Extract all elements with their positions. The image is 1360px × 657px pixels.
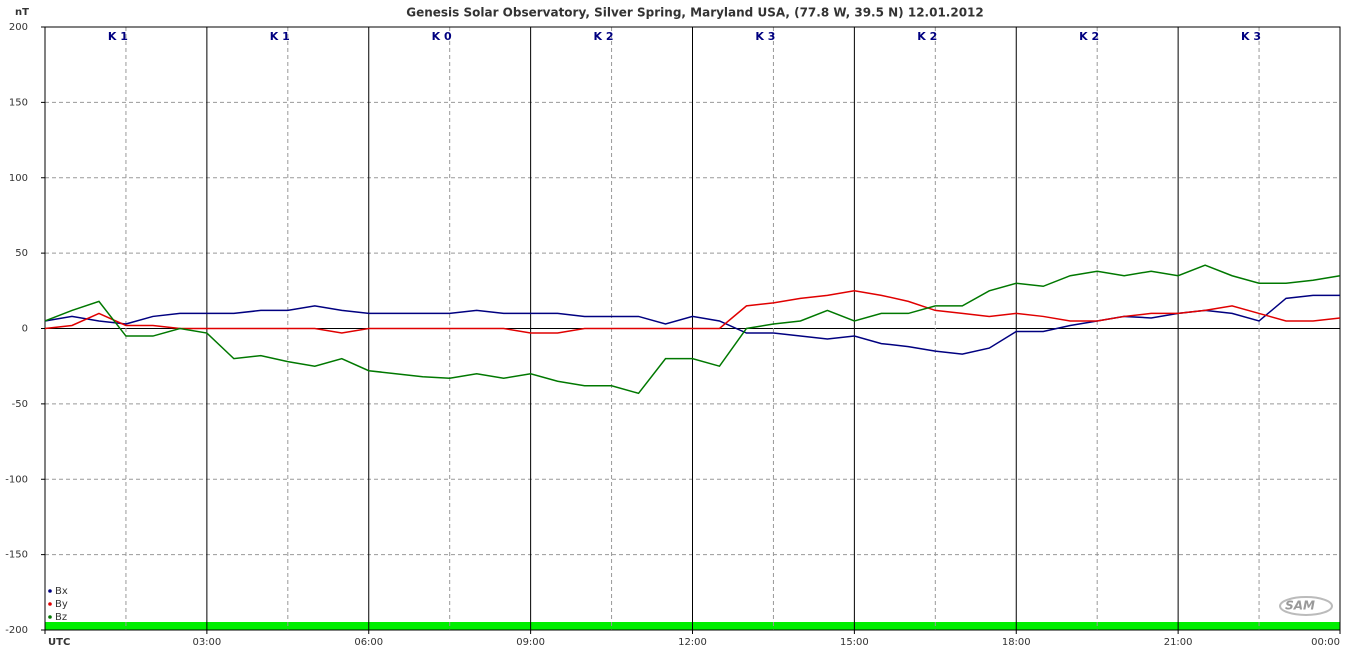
chart-title: Genesis Solar Observatory, Silver Spring… xyxy=(406,6,984,20)
k-index-label: K 3 xyxy=(755,30,775,43)
x-tick-label: 21:00 xyxy=(1164,637,1193,648)
y-tick-label: 100 xyxy=(9,173,28,184)
legend-label: Bx xyxy=(55,586,68,597)
legend-marker xyxy=(48,589,52,593)
k-index-label: K 3 xyxy=(1241,30,1261,43)
y-tick-label: -200 xyxy=(5,625,28,636)
x-tick-label: 00:00 xyxy=(1311,637,1340,648)
legend-marker xyxy=(48,602,52,606)
x-tick-label: 12:00 xyxy=(678,637,707,648)
y-tick-label: 200 xyxy=(9,22,28,33)
k-index-label: K 1 xyxy=(270,30,290,43)
logo: SAM xyxy=(1285,599,1315,613)
x-tick-label: 15:00 xyxy=(840,637,869,648)
y-tick-label: -100 xyxy=(5,474,28,485)
data-line xyxy=(44,264,1341,395)
x-tick-label: 09:00 xyxy=(516,637,545,648)
x-tick-label: 03:00 xyxy=(192,637,221,648)
y-tick-label: -150 xyxy=(5,550,28,561)
data-line xyxy=(44,290,1341,334)
y-tick-label: -50 xyxy=(12,399,28,410)
legend-label: By xyxy=(55,599,68,610)
y-tick-label: 150 xyxy=(9,97,28,108)
logo-swoosh xyxy=(1279,596,1333,616)
legend-marker xyxy=(48,615,52,619)
y-tick-label: 0 xyxy=(22,324,28,335)
k-index-label: K 1 xyxy=(108,30,128,43)
x-tick-label: 06:00 xyxy=(354,637,383,648)
y-axis-label: nT xyxy=(15,7,29,18)
k-index-label: K 0 xyxy=(432,30,452,43)
k-index-label: K 2 xyxy=(1079,30,1099,43)
x-tick-label: 18:00 xyxy=(1002,637,1031,648)
x-tick-label: UTC xyxy=(48,637,70,648)
y-tick-label: 50 xyxy=(15,248,28,259)
k-index-label: K 2 xyxy=(594,30,614,43)
legend-label: Bz xyxy=(55,612,67,623)
k-index-label: K 2 xyxy=(917,30,937,43)
